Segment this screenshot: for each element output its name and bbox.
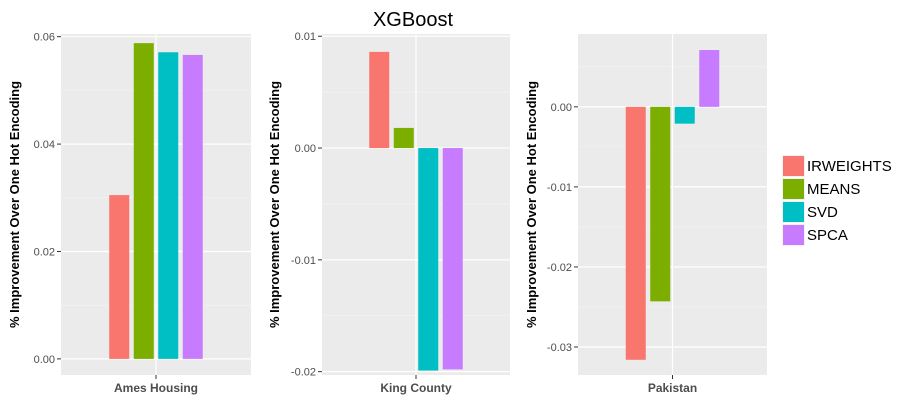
bar-svd — [158, 52, 179, 359]
y-tick-label: 0.00 — [551, 102, 572, 114]
bar-means — [133, 43, 154, 359]
panels: 0.00 0.02 0.04 0.06 Ames Housing % Improvemen… — [7, 31, 767, 395]
y-tick-label: 0.06 — [34, 32, 55, 44]
panel-pakistan: 0.00 -0.01 -0.02 -0.03 Pakistan % Improvement… — [524, 34, 767, 395]
x-category-label: Ames Housing — [114, 381, 198, 395]
bar-spca — [182, 54, 203, 359]
legend-item-svd: SVD — [782, 201, 838, 223]
legend-item-means: MEANS — [782, 178, 860, 200]
y-axis-label: % Improvement Over One Hot Encoding — [524, 81, 539, 328]
legend-label: MEANS — [807, 181, 860, 198]
legend: IRWEIGHTS MEANS SVD SPCA — [782, 155, 892, 246]
y-tick-label: 0.00 — [295, 143, 316, 155]
y-tick-label: -0.01 — [547, 182, 572, 194]
y-tick-label: 0.00 — [34, 354, 55, 366]
bar-spca — [442, 148, 463, 370]
bar-irweights — [109, 195, 130, 359]
legend-item-spca: SPCA — [782, 224, 848, 246]
bar-svd — [674, 106, 695, 124]
y-tick-label: 0.01 — [295, 31, 316, 43]
legend-swatch — [783, 225, 804, 245]
y-tick-label: -0.02 — [547, 262, 572, 274]
y-tick-label: 0.04 — [34, 139, 55, 151]
legend-swatch — [783, 179, 804, 199]
bar-spca — [699, 50, 720, 107]
bar-irweights — [369, 51, 390, 149]
legend-label: SVD — [807, 204, 838, 221]
bar-means — [393, 127, 414, 149]
panel-king-county: 0.01 0.00 -0.01 -0.02 King County % Improveme… — [267, 31, 510, 395]
legend-swatch — [783, 202, 804, 222]
y-tick-label: -0.02 — [291, 367, 316, 379]
panel-ames-housing: 0.00 0.02 0.04 0.06 Ames Housing % Improvemen… — [7, 32, 251, 395]
legend-swatch — [783, 156, 804, 176]
y-tick-label: 0.02 — [34, 246, 55, 258]
bar-irweights — [625, 106, 646, 360]
y-axis-label: % Improvement Over One Hot Encoding — [7, 81, 22, 328]
bar-means — [650, 106, 671, 302]
legend-item-irweights: IRWEIGHTS — [782, 155, 892, 177]
bar-svd — [418, 148, 439, 371]
x-category-label: Pakistan — [648, 381, 697, 395]
y-tick-label: -0.01 — [291, 255, 316, 267]
x-category-label: King County — [380, 381, 452, 395]
legend-label: IRWEIGHTS — [807, 158, 892, 175]
y-tick-label: -0.03 — [547, 342, 572, 354]
chart-title: XGBoost — [373, 9, 453, 31]
y-axis-label: % Improvement Over One Hot Encoding — [267, 81, 282, 328]
legend-label: SPCA — [807, 227, 848, 244]
